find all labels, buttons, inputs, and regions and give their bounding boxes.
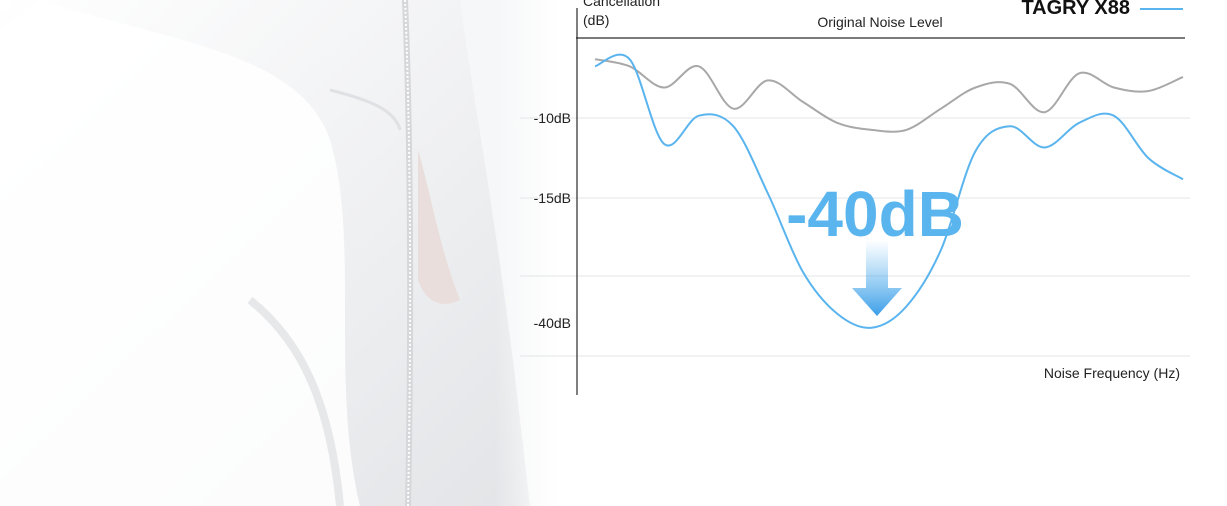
series-line-original xyxy=(594,58,1184,133)
ytick-label: -10dB xyxy=(534,110,571,126)
down-arrow-icon xyxy=(852,240,902,316)
legend: TAGRY X88 xyxy=(1021,0,1183,19)
reduction-annotation: -40dB xyxy=(786,178,964,250)
xaxis-title: Noise Frequency (Hz) xyxy=(1044,365,1180,381)
white-hoodie-photo xyxy=(0,0,560,506)
legend-label-tagry: TAGRY X88 xyxy=(1021,0,1130,19)
yaxis-title-line2: (dB) xyxy=(583,12,609,28)
gridlines xyxy=(520,37,1190,357)
ytick-label: -15dB xyxy=(534,190,571,206)
ytick-label: -40dB xyxy=(534,315,571,331)
series-label-original: Original Noise Level xyxy=(817,14,942,30)
series-line-tagry xyxy=(594,53,1184,329)
yaxis-title-line1: Cancellation xyxy=(583,0,660,9)
